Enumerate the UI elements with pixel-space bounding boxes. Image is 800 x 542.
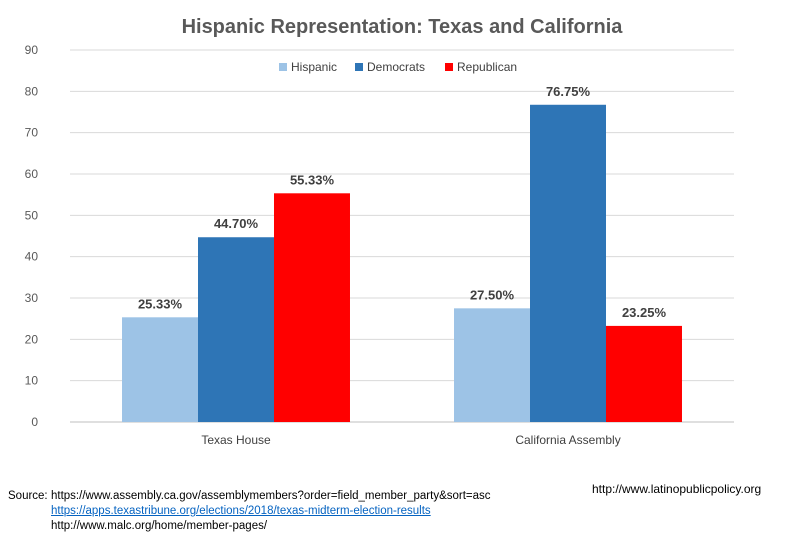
data-label: 76.75% [546, 84, 591, 99]
bar-republican-1 [273, 193, 350, 422]
data-label: 25.33% [138, 296, 183, 311]
y-axis: 0 10 20 30 40 50 60 70 80 90 [25, 43, 39, 429]
y-tick-label: 20 [25, 332, 39, 346]
data-label: 27.50% [470, 287, 515, 302]
chart-title: Hispanic Representation: Texas and Calif… [182, 16, 624, 38]
bar-hispanic-1 [122, 317, 199, 422]
source-label: Source: [8, 490, 48, 502]
bar-chart: Hispanic Representation: Texas and Calif… [25, 16, 734, 447]
legend-swatch-hispanic [279, 63, 287, 71]
data-label: 23.25% [622, 305, 667, 320]
legend-swatch-republican [445, 63, 453, 71]
y-tick-label: 90 [25, 43, 39, 57]
source-url-assembly[interactable]: https://www.assembly.ca.gov/assemblymemb… [51, 490, 491, 502]
y-tick-label: 50 [25, 208, 39, 222]
bar-republican-2 [605, 325, 682, 422]
legend-swatch-democrats [355, 63, 363, 71]
bar-democrats-2 [530, 104, 606, 423]
x-axis: Texas House California Assembly [201, 433, 620, 447]
x-tick-label: California Assembly [515, 433, 620, 447]
legend: Hispanic Democrats Republican [279, 60, 517, 74]
source-link-texastribune[interactable]: https://apps.texastribune.org/elections/… [51, 505, 431, 517]
legend-label-democrats: Democrats [367, 60, 425, 74]
source-url-malc[interactable]: http://www.malc.org/home/member-pages/ [51, 520, 268, 532]
site-url[interactable]: http://www.latinopublicpolicy.org [592, 482, 762, 496]
legend-label-hispanic: Hispanic [291, 60, 337, 74]
data-label: 55.33% [290, 172, 335, 187]
y-tick-label: 0 [31, 415, 38, 429]
y-tick-label: 60 [25, 167, 39, 181]
x-tick-label: Texas House [201, 433, 271, 447]
y-tick-label: 80 [25, 84, 39, 98]
y-tick-label: 40 [25, 250, 39, 264]
bars [122, 104, 682, 423]
legend-label-republican: Republican [457, 60, 517, 74]
y-tick-label: 30 [25, 291, 39, 305]
data-labels: 25.33% 44.70% 55.33% 27.50% 76.75% 23.25% [138, 84, 667, 320]
source-link-container: https://apps.texastribune.org/elections/… [51, 505, 431, 517]
bar-democrats-1 [198, 237, 274, 422]
y-tick-label: 10 [25, 374, 39, 388]
y-tick-label: 70 [25, 126, 39, 140]
data-label: 44.70% [214, 216, 259, 231]
bar-hispanic-2 [454, 308, 531, 422]
